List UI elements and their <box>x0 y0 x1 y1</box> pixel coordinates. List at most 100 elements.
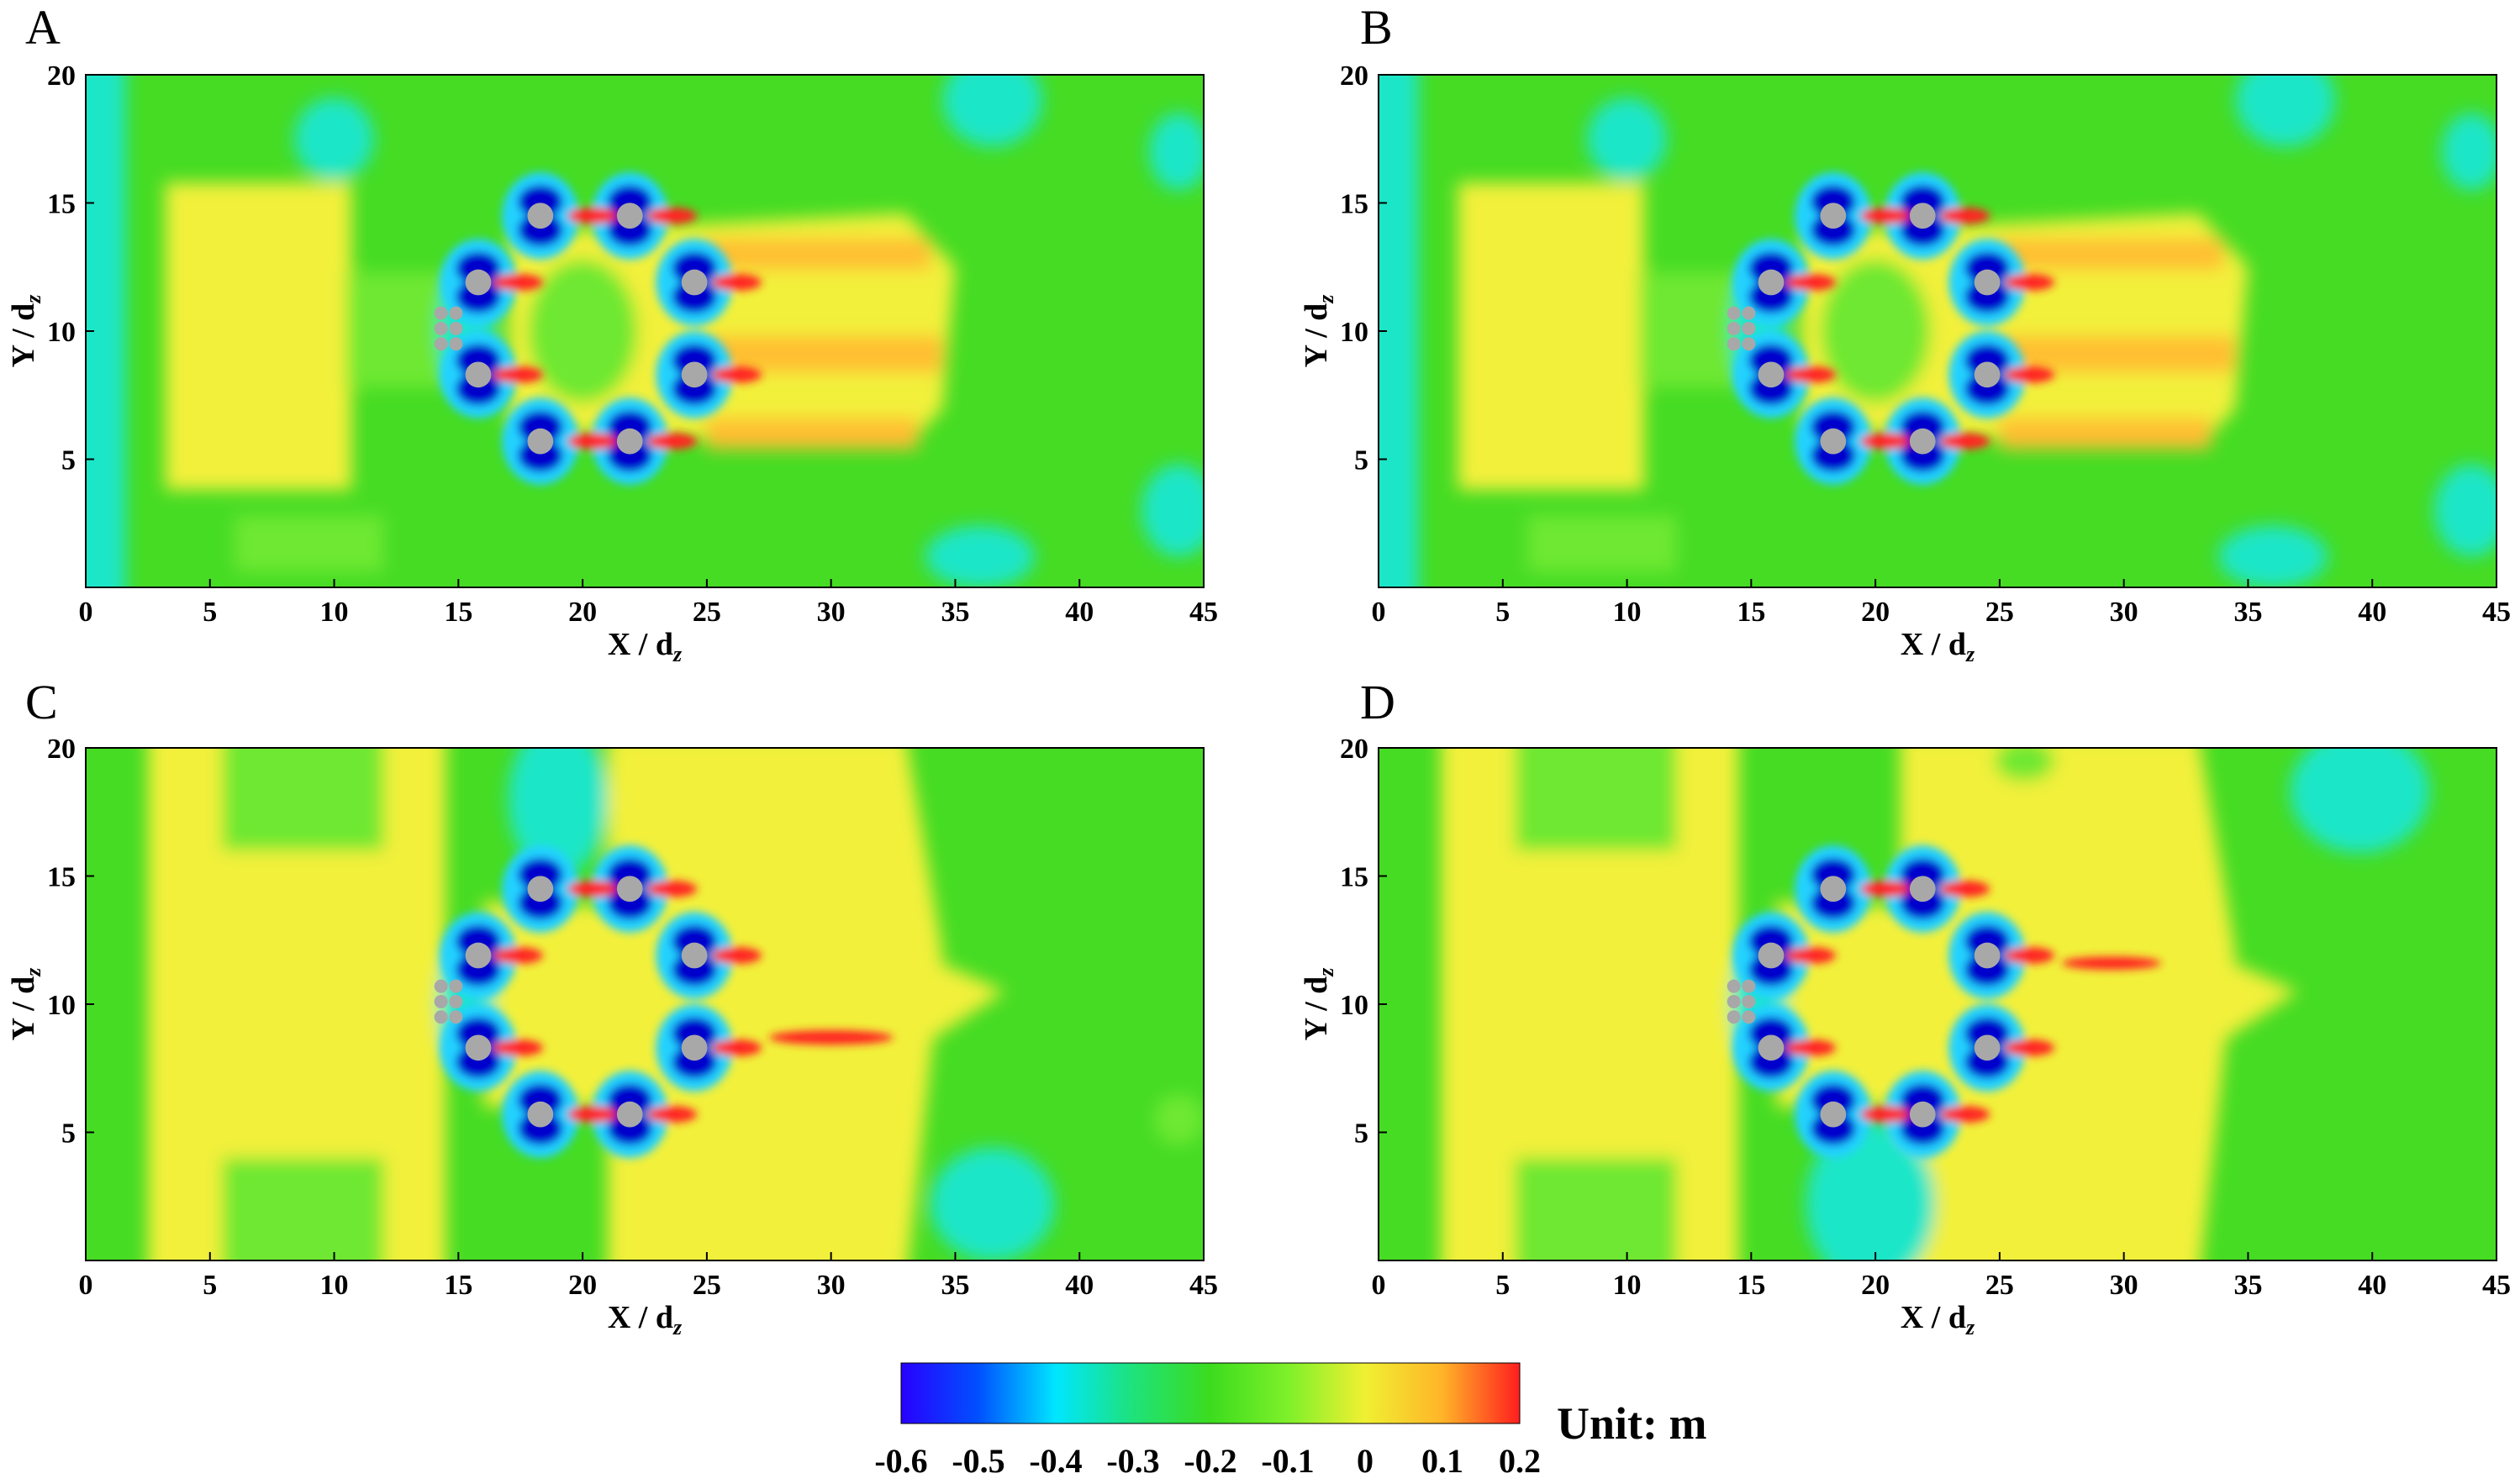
y-tick-label: 15 <box>1340 189 1368 220</box>
y-tick-label: 15 <box>1340 862 1368 893</box>
x-tick-label: 15 <box>1737 597 1765 628</box>
x-tick-label: 40 <box>1065 597 1094 628</box>
colorbar: -0.6 -0.5 -0.4 -0.3 -0.2 -0.1 0 0.1 0.2 Unit: m <box>874 1362 1706 1480</box>
colorbar-tick-label: -0.3 <box>1106 1442 1159 1480</box>
pier-marker <box>1758 942 1785 969</box>
x-tick-label: 15 <box>444 597 472 628</box>
x-tick-label: 5 <box>203 597 217 628</box>
y-tick-label: 15 <box>47 189 76 220</box>
x-tick-label: 0 <box>79 1270 93 1301</box>
y-tick-label: 5 <box>1354 1118 1368 1150</box>
x-tick-label: 25 <box>1985 597 2014 628</box>
pier-marker <box>527 203 554 229</box>
pier-marker <box>616 876 643 903</box>
x-tick-label: 25 <box>1985 1270 2014 1301</box>
y-axis-label: Y / dz <box>6 294 45 368</box>
pier-marker <box>1909 428 1936 455</box>
x-tick-label: 25 <box>693 1270 721 1301</box>
colorbar-tick-label: -0.2 <box>1184 1442 1236 1480</box>
x-tick-label: 40 <box>1065 1270 1094 1301</box>
pier-marker <box>616 203 643 229</box>
pier-marker <box>465 361 492 388</box>
pier-marker <box>1820 876 1847 903</box>
x-tick-label: 15 <box>444 1270 472 1301</box>
x-tick-label: 10 <box>320 1270 349 1301</box>
y-tick-label: 5 <box>1354 445 1368 476</box>
y-tick-label: 10 <box>1340 990 1368 1021</box>
pier-marker <box>1974 269 2001 296</box>
small-pier-marker <box>1727 994 1741 1008</box>
pier-marker <box>1974 942 2001 969</box>
y-tick-label: 10 <box>47 317 76 348</box>
colorbar-tick-label: -0.5 <box>952 1442 1004 1480</box>
x-tick-label: 0 <box>1372 597 1386 628</box>
pier-marker <box>465 1034 492 1061</box>
x-tick-label: 5 <box>1495 597 1510 628</box>
contour-field <box>1379 748 2497 1260</box>
pier-marker <box>1909 876 1936 903</box>
small-pier-marker <box>434 994 448 1008</box>
pier-marker <box>1758 269 1785 296</box>
x-tick-label: 5 <box>1495 1270 1510 1301</box>
pier-marker <box>465 942 492 969</box>
colorbar-tick-label: 0 <box>1357 1442 1373 1480</box>
panel-label: D <box>1360 675 1395 729</box>
x-axis-label: X / dz <box>1901 1300 1975 1339</box>
y-tick-label: 5 <box>61 445 76 476</box>
pier-marker <box>681 942 708 969</box>
x-tick-label: 0 <box>1372 1270 1386 1301</box>
x-tick-label: 15 <box>1737 1270 1765 1301</box>
small-pier-marker <box>449 337 463 351</box>
small-pier-marker <box>1727 1010 1741 1024</box>
colorbar-tick-label: -0.4 <box>1029 1442 1082 1480</box>
x-tick-label: 30 <box>817 597 846 628</box>
pier-marker <box>681 361 708 388</box>
small-pier-marker <box>434 321 448 335</box>
x-tick-label: 20 <box>568 597 597 628</box>
heatmap-panel-c: 0 5 10 15 20 25 30 35 40 45 5 10 15 20 X / dz Y / dz C <box>6 675 1218 1339</box>
contour-field <box>1379 75 2497 587</box>
x-tick-label: 10 <box>1613 597 1642 628</box>
x-tick-label: 30 <box>817 1270 846 1301</box>
small-pier-marker <box>1742 306 1756 320</box>
x-tick-label: 5 <box>203 1270 217 1301</box>
heatmap-panel-a: 0 5 10 15 20 25 30 35 40 45 5 10 15 20 X / dz Y / dz A <box>6 0 1218 666</box>
pier-marker <box>465 269 492 296</box>
small-pier-marker <box>1727 321 1741 335</box>
small-pier-marker <box>449 306 463 320</box>
pier-marker <box>1820 203 1847 229</box>
x-tick-label: 45 <box>2482 597 2511 628</box>
x-tick-label: 20 <box>1861 1270 1890 1301</box>
heatmap-panel-d: 0 5 10 15 20 25 30 35 40 45 5 10 15 20 X / dz Y / dz D <box>1299 675 2511 1339</box>
y-axis-label: Y / dz <box>6 967 45 1041</box>
small-pier-marker <box>449 321 463 335</box>
pier-marker <box>527 428 554 455</box>
colorbar-tick-label: 0.1 <box>1421 1442 1463 1480</box>
x-tick-label: 10 <box>320 597 349 628</box>
y-tick-label: 20 <box>47 734 76 765</box>
pier-marker <box>616 428 643 455</box>
x-tick-label: 40 <box>2358 1270 2386 1301</box>
small-pier-marker <box>1742 979 1756 993</box>
panel-label: C <box>25 675 58 729</box>
x-tick-label: 45 <box>1189 1270 1218 1301</box>
x-tick-label: 20 <box>1861 597 1890 628</box>
x-tick-label: 35 <box>941 1270 969 1301</box>
pier-marker <box>1909 203 1936 229</box>
y-tick-label: 10 <box>1340 317 1368 348</box>
y-axis-label: Y / dz <box>1299 294 1338 368</box>
x-tick-label: 35 <box>2233 1270 2262 1301</box>
small-pier-marker <box>1742 337 1756 351</box>
colorbar-unit-label: Unit: m <box>1557 1398 1706 1449</box>
x-tick-label: 35 <box>941 597 969 628</box>
contour-field <box>86 75 1204 587</box>
colorbar-tick-label: -0.6 <box>874 1442 927 1480</box>
small-pier-marker <box>1727 306 1741 320</box>
y-tick-label: 5 <box>61 1118 76 1150</box>
pier-marker <box>616 1101 643 1128</box>
y-tick-label: 20 <box>1340 734 1368 765</box>
x-tick-label: 25 <box>693 597 721 628</box>
x-tick-label: 40 <box>2358 597 2386 628</box>
colorbar-tick-label: 0.2 <box>1499 1442 1541 1480</box>
pier-marker <box>1909 1101 1936 1128</box>
